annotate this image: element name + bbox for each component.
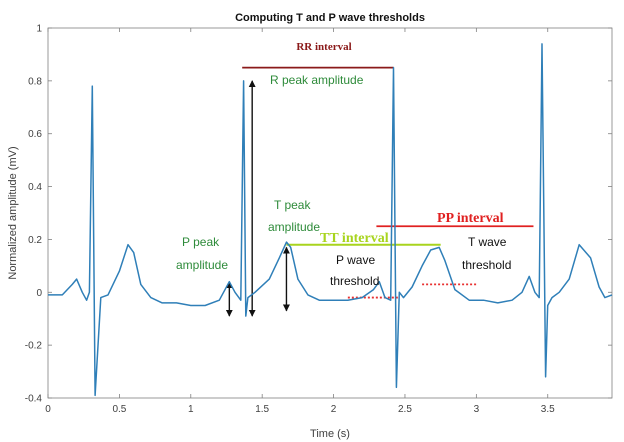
pp-interval-label: PP interval xyxy=(437,211,504,226)
t-peak-label-line1: T peak xyxy=(274,198,311,212)
x-tick-label: 0 xyxy=(45,404,51,415)
x-tick-label: 3.5 xyxy=(541,404,555,415)
chart-title: Computing T and P wave thresholds xyxy=(235,12,425,24)
annotation-labels: RR interval R peak amplitude P peak amplitu… xyxy=(176,41,511,288)
y-tick-label: -0.4 xyxy=(25,394,43,405)
x-tick-label: 3 xyxy=(474,404,480,415)
annotations xyxy=(225,66,534,317)
x-tick-label: 2 xyxy=(331,404,337,415)
x-tick-label: 2.5 xyxy=(398,404,412,415)
p-peak-label-line1: P peak xyxy=(182,235,220,249)
t-wave-threshold-label-line2: threshold xyxy=(462,258,511,272)
plot-frame xyxy=(47,27,613,399)
y-tick-label: 0.8 xyxy=(28,76,42,87)
y-tick-label: 0 xyxy=(36,288,42,299)
rr-interval-label: RR interval xyxy=(296,41,351,53)
p-wave-threshold-label-line1: P wave xyxy=(336,253,375,267)
y-tick-label: -0.2 xyxy=(25,341,43,352)
y-tick-label: 0.6 xyxy=(28,129,42,140)
x-axis-label: Time (s) xyxy=(310,428,350,440)
t-wave-threshold-label-line1: T wave xyxy=(468,235,507,249)
r-peak-amplitude-label: R peak amplitude xyxy=(270,73,364,87)
series-line xyxy=(48,43,613,397)
y-tick-label: 1 xyxy=(36,24,42,35)
p-peak-label-line2: amplitude xyxy=(176,258,228,272)
y-tick-label: 0.4 xyxy=(28,182,42,193)
x-tick-label: 1.5 xyxy=(255,404,269,415)
y-axis: -0.4 -0.2 0 0.2 0.4 0.6 0.8 1 xyxy=(25,24,612,405)
y-axis-label: Normalized amplitude (mV) xyxy=(7,146,19,279)
p-wave-threshold-label-line2: threshold xyxy=(330,274,379,288)
tt-interval-label: TT interval xyxy=(320,231,389,246)
y-tick-label: 0.2 xyxy=(28,235,42,246)
t-peak-label-line2: amplitude xyxy=(268,220,320,234)
x-tick-label: 1 xyxy=(188,404,194,415)
x-tick-label: 0.5 xyxy=(112,404,126,415)
x-axis: 0 0.5 1 1.5 2 2.5 3 3.5 xyxy=(45,28,555,415)
